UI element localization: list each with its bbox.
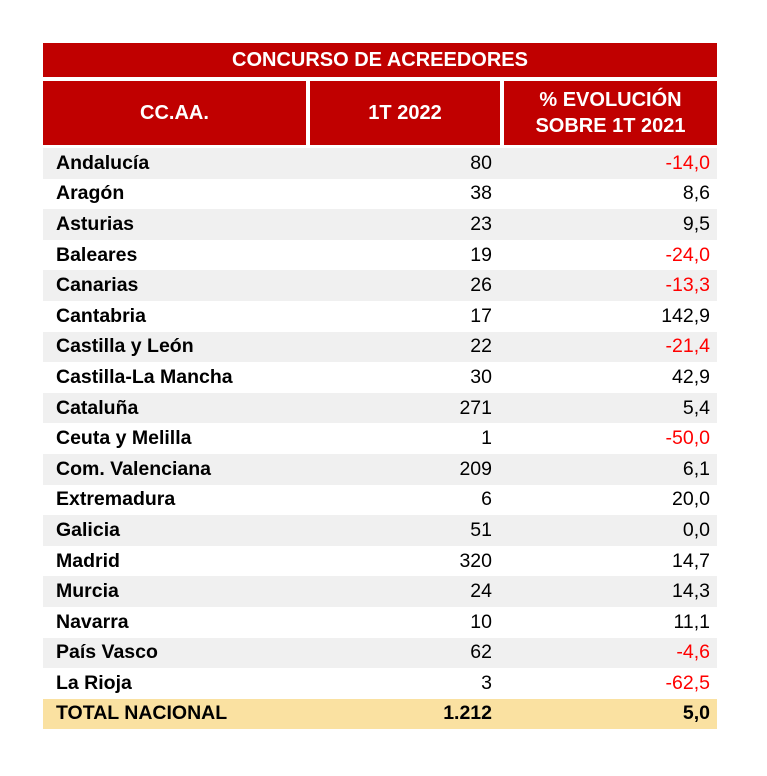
region-name-cell: Ceuta y Melilla: [56, 427, 192, 450]
concurso-acreedores-table: CONCURSO DE ACREEDORES CC.AA. 1T 2022 % …: [43, 43, 717, 729]
value-1t2022-cell: 17: [470, 304, 492, 327]
region-name-cell: Cataluña: [56, 396, 139, 419]
evolution-pct-cell: 11,1: [673, 610, 710, 633]
evolution-pct-cell: -4,6: [676, 641, 710, 664]
value-1t2022-cell: 10: [470, 610, 492, 633]
value-1t2022-cell: 38: [470, 182, 492, 205]
evolution-pct-cell: 8,6: [682, 182, 710, 205]
table-row: Galicia 51 0,0: [43, 515, 717, 546]
header-evolucion-line1: % EVOLUCIÓN: [539, 89, 682, 111]
table-header-row: CC.AA. 1T 2022 % EVOLUCIÓN SOBRE 1T 2021: [43, 81, 717, 145]
region-name-cell: La Rioja: [56, 671, 132, 694]
evolution-pct-cell: 42,9: [672, 365, 710, 388]
region-name-cell: Madrid: [56, 549, 120, 572]
table-row: Baleares 19 -24,0: [43, 239, 717, 271]
value-1t2022-cell: 320: [459, 549, 492, 572]
value-1t2022-cell: 24: [470, 580, 492, 603]
table-row: Castilla-La Mancha 30 42,9: [43, 362, 717, 393]
region-name-cell: Cantabria: [56, 304, 146, 327]
total-value: 1.212: [443, 702, 492, 725]
table-row: Ceuta y Melilla 1 -50,0: [43, 423, 717, 454]
value-1t2022-cell: 80: [470, 151, 492, 174]
table-row: Cantabria 17 142,9: [43, 300, 717, 332]
value-1t2022-cell: 51: [470, 518, 492, 541]
header-ccaa: CC.AA.: [43, 81, 310, 145]
value-1t2022-cell: 23: [470, 212, 492, 235]
table-row: Castilla y León 22 -21,4: [43, 331, 717, 363]
evolution-pct-cell: 9,5: [682, 212, 710, 235]
region-name-cell: Castilla-La Mancha: [56, 365, 233, 388]
evolution-pct-cell: 20,0: [672, 488, 710, 511]
evolution-pct-cell: 0,0: [682, 518, 710, 541]
header-evolucion: % EVOLUCIÓN SOBRE 1T 2021: [504, 81, 717, 145]
region-name-cell: Castilla y León: [56, 335, 194, 358]
table-row: Andalucía 80 -14,0: [43, 148, 717, 179]
value-1t2022-cell: 62: [470, 641, 492, 664]
value-1t2022-cell: 19: [470, 243, 492, 266]
table-row: País Vasco 62 -4,6: [43, 637, 717, 669]
evolution-pct-cell: -14,0: [665, 151, 710, 174]
value-1t2022-cell: 3: [481, 671, 492, 694]
table-row: Navarra 10 11,1: [43, 606, 717, 638]
region-name-cell: Aragón: [56, 182, 125, 205]
header-1t2022: 1T 2022: [310, 81, 504, 145]
evolution-pct-cell: 14,7: [672, 549, 710, 572]
region-name-cell: Canarias: [56, 274, 139, 297]
total-label: TOTAL NACIONAL: [56, 702, 228, 725]
table-row: Asturias 23 9,5: [43, 209, 717, 240]
region-name-cell: Com. Valenciana: [56, 457, 211, 480]
region-name-cell: Andalucía: [56, 151, 150, 174]
region-name-cell: País Vasco: [56, 641, 158, 664]
table-row: La Rioja 3 -62,5: [43, 668, 717, 699]
region-name-cell: Baleares: [56, 243, 138, 266]
evolution-pct-cell: -62,5: [665, 671, 710, 694]
table-row: Canarias 26 -13,3: [43, 270, 717, 301]
region-name-cell: Galicia: [56, 518, 120, 541]
table-row: Com. Valenciana 209 6,1: [43, 453, 717, 485]
table-row: Extremadura 6 20,0: [43, 484, 717, 516]
value-1t2022-cell: 1: [481, 427, 492, 450]
evolution-pct-cell: -13,3: [665, 274, 710, 297]
evolution-pct-cell: 14,3: [672, 580, 710, 603]
value-1t2022-cell: 26: [470, 274, 492, 297]
total-evolution: 5,0: [682, 702, 710, 725]
evolution-pct-cell: -50,0: [665, 427, 710, 450]
value-1t2022-cell: 209: [459, 457, 492, 480]
evolution-pct-cell: -21,4: [665, 335, 710, 358]
table-row: Murcia 24 14,3: [43, 576, 717, 607]
evolution-pct-cell: 6,1: [682, 457, 710, 480]
value-1t2022-cell: 22: [470, 335, 492, 358]
table-title: CONCURSO DE ACREEDORES: [43, 43, 717, 77]
total-row: TOTAL NACIONAL 1.212 5,0: [43, 698, 717, 729]
value-1t2022-cell: 6: [481, 488, 492, 511]
evolution-pct-cell: -24,0: [665, 243, 710, 266]
evolution-pct-cell: 142,9: [661, 304, 710, 327]
value-1t2022-cell: 271: [459, 396, 492, 419]
header-ccaa-label: CC.AA.: [140, 102, 209, 124]
table-row: Aragón 38 8,6: [43, 178, 717, 210]
header-1t2022-label: 1T 2022: [368, 102, 442, 124]
region-name-cell: Navarra: [56, 610, 129, 633]
region-name-cell: Asturias: [56, 212, 135, 235]
region-name-cell: Extremadura: [56, 488, 176, 511]
table-row: Cataluña 271 5,4: [43, 392, 717, 424]
region-name-cell: Murcia: [56, 580, 119, 603]
value-1t2022-cell: 30: [470, 365, 492, 388]
header-evolucion-line2: SOBRE 1T 2021: [535, 115, 686, 137]
table-row: Madrid 320 14,7: [43, 545, 717, 577]
evolution-pct-cell: 5,4: [682, 396, 710, 419]
table-body: Andalucía 80 -14,0 Aragón 38 8,6 Asturia…: [43, 148, 717, 699]
